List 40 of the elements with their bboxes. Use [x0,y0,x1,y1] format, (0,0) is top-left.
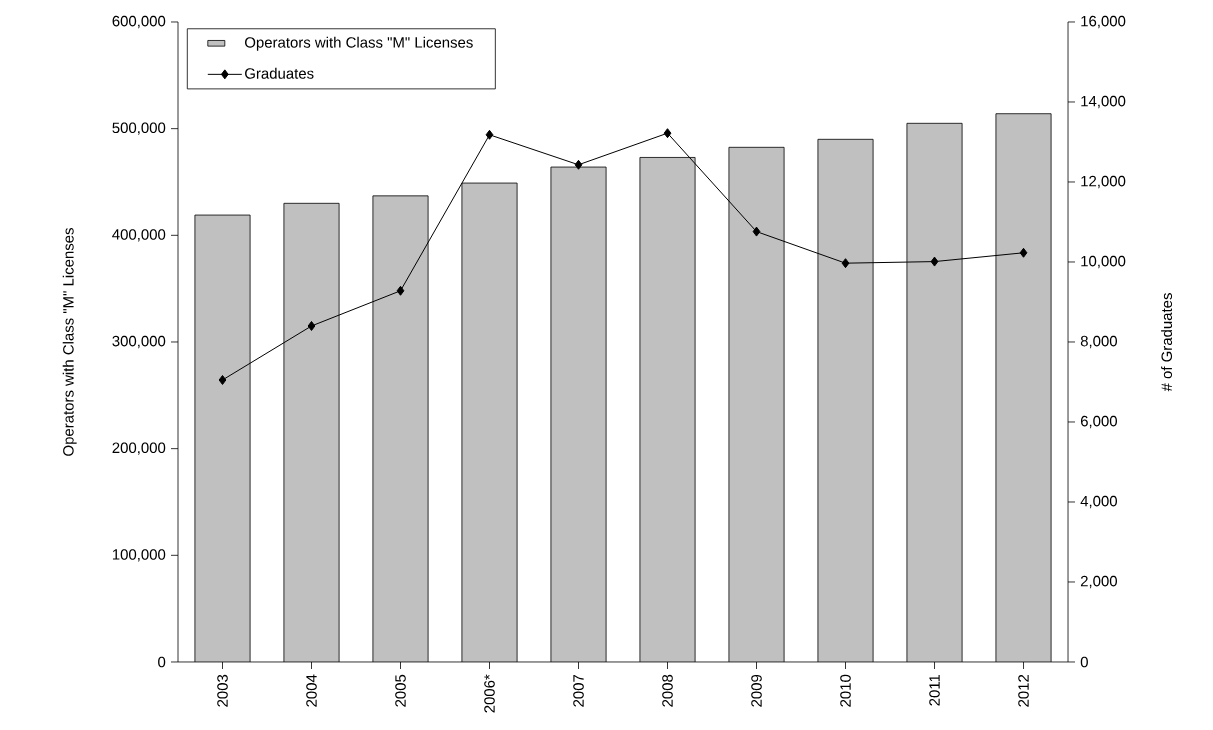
point [930,256,939,267]
point [841,258,850,269]
legend-label: Graduates [245,67,314,79]
y2-tick-label: 16,000 [1081,15,1126,29]
y-tick-label: 600,000 [112,15,166,29]
x-tick-label: 2011 [929,674,940,706]
y-axis-title: Operators with Class "M" Licenses [62,228,77,456]
point [485,129,494,140]
x-tick-label: 2007 [573,674,584,707]
y2-tick-label: 14,000 [1081,95,1126,109]
y2-tick-label: 12,000 [1081,175,1126,189]
x-tick-label: 2012 [1018,674,1029,707]
legend-label: Operators with Class "M" Licenses [245,36,473,51]
y2-tick-label: 4,000 [1080,495,1117,509]
point [663,128,672,139]
x-tick-label: 2010 [840,674,851,707]
point [574,159,583,170]
point [396,285,405,296]
point [218,375,227,385]
x-tick-label: 2008 [662,674,673,707]
y-tick-label: 500,000 [112,122,166,135]
y-tick-label: 100,000 [112,549,166,562]
x-tick-label: 2005 [395,674,406,707]
y-tick-label: 0 [158,656,166,668]
y2-tick-label: 0 [1080,656,1088,668]
x-tick-label: 2009 [751,674,762,707]
x-tick-label: 2004 [306,674,317,707]
x-tick-label: 2006* [484,674,495,713]
y-tick-label: 200,000 [112,442,166,455]
y2-tick-label: 2,000 [1080,575,1117,589]
y2-tick-label: 6,000 [1080,415,1117,429]
y2-tick-label: 10,000 [1081,255,1126,269]
y2-axis-title: # of Graduates [1161,293,1173,392]
y2-tick-label: 8,000 [1080,335,1117,349]
y-tick-label: 300,000 [112,335,166,349]
point [752,226,761,237]
y-tick-label: 400,000 [112,229,166,242]
x-tick-label: 2003 [217,674,228,707]
point [307,321,316,331]
point [1019,247,1028,258]
